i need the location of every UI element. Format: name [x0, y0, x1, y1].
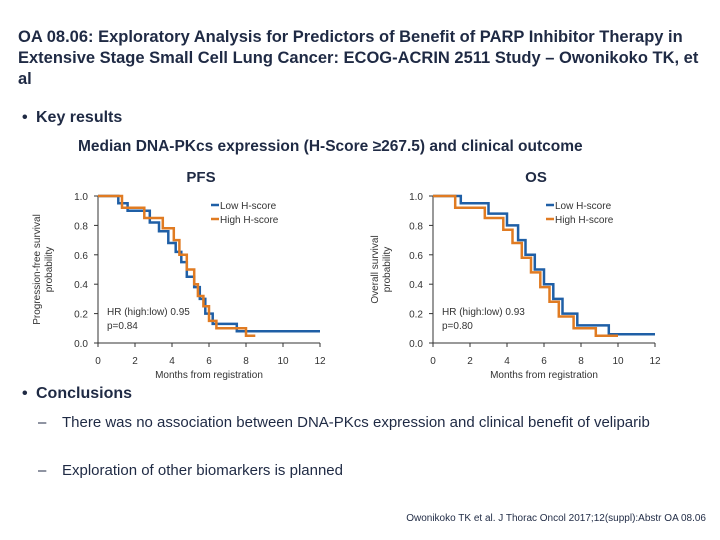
conclusions-bullet: • Conclusions — [22, 385, 132, 403]
hr-annotation: p=0.80 — [442, 321, 473, 332]
y-axis-label-line: probability — [44, 247, 55, 293]
y-tick-label: 0.6 — [409, 251, 423, 262]
x-axis-label: Months from registration — [490, 370, 598, 381]
conclusion-item: – There was no association between DNA-PK… — [38, 414, 698, 432]
x-tick-label: 6 — [206, 356, 212, 367]
legend-label: Low H-score — [220, 201, 277, 212]
km-line-high-h-score — [98, 194, 256, 337]
km-line-high-h-score — [433, 194, 618, 337]
y-tick-label: 0.4 — [74, 280, 88, 291]
x-tick-label: 6 — [541, 356, 547, 367]
hr-annotation: p=0.84 — [107, 321, 138, 332]
dash-icon: – — [38, 414, 47, 431]
km-chart-pfs: PFS 0.0 0.2 0.4 0.6 0.8 1.0 0 2 4 6 8 10 12 Months fro… — [32, 169, 326, 381]
x-tick-label: 12 — [649, 356, 661, 367]
bullet-dot-icon: • — [22, 109, 28, 126]
y-tick-label: 0.8 — [74, 221, 88, 232]
x-tick-label: 0 — [95, 356, 101, 367]
bullet-dot-icon: • — [22, 385, 28, 402]
y-axis-label-line: Overall survival — [370, 235, 381, 303]
slide-title: OA 08.06: Exploratory Analysis for Predi… — [18, 28, 699, 88]
km-chart-os: OS 0.0 0.2 0.4 0.6 0.8 1.0 0 2 4 6 8 10 12 Months from… — [370, 169, 661, 381]
y-axis-label-line: probability — [382, 247, 393, 293]
chart-title: OS — [525, 169, 547, 186]
legend-label: High H-score — [220, 215, 279, 226]
conclusions-heading: Conclusions — [36, 385, 133, 402]
km-charts: PFS 0.0 0.2 0.4 0.6 0.8 1.0 0 2 4 6 8 10 12 Months fro… — [32, 169, 661, 381]
x-tick-label: 8 — [243, 356, 249, 367]
y-tick-label: 0.6 — [74, 251, 88, 262]
key-results-bullet: • Key results — [22, 109, 122, 127]
y-tick-label: 0.0 — [409, 339, 423, 350]
y-tick-label: 1.0 — [74, 192, 88, 203]
key-results-heading: Key results — [36, 109, 123, 126]
x-tick-label: 2 — [132, 356, 138, 367]
x-tick-label: 4 — [169, 356, 175, 367]
y-tick-label: 1.0 — [409, 192, 423, 203]
x-tick-label: 10 — [277, 356, 289, 367]
y-tick-label: 0.4 — [409, 280, 423, 291]
dash-icon: – — [38, 462, 47, 479]
x-tick-label: 10 — [612, 356, 624, 367]
legend-label: High H-score — [555, 215, 614, 226]
x-tick-label: 2 — [467, 356, 473, 367]
x-tick-label: 0 — [430, 356, 436, 367]
chart-title: PFS — [186, 169, 215, 186]
y-tick-label: 0.0 — [74, 339, 88, 350]
y-axis-label: Overall survivalprobability — [370, 235, 393, 303]
km-line-low-h-score — [433, 194, 655, 336]
hr-annotation: HR (high:low) 0.95 — [107, 307, 190, 318]
y-tick-label: 0.2 — [74, 310, 88, 321]
x-axis-label: Months from registration — [155, 370, 263, 381]
conclusion-item: – Exploration of other biomarkers is plan… — [38, 462, 698, 480]
legend-label: Low H-score — [555, 201, 612, 212]
results-subtitle: Median DNA-PKcs expression (H-Score ≥267… — [78, 138, 583, 155]
x-tick-label: 4 — [504, 356, 510, 367]
hr-annotation: HR (high:low) 0.93 — [442, 307, 525, 318]
x-tick-label: 8 — [578, 356, 584, 367]
y-tick-label: 0.8 — [409, 221, 423, 232]
x-tick-label: 12 — [314, 356, 326, 367]
conclusion-text: There was no association between DNA-PKc… — [62, 414, 650, 431]
y-axis-label: Progression-free survivalprobability — [32, 214, 55, 325]
y-axis-label-line: Progression-free survival — [32, 214, 43, 325]
conclusion-text: Exploration of other biomarkers is plann… — [62, 462, 343, 479]
y-tick-label: 0.2 — [409, 310, 423, 321]
citation: Owonikoko TK et al. J Thorac Oncol 2017;… — [406, 513, 706, 524]
